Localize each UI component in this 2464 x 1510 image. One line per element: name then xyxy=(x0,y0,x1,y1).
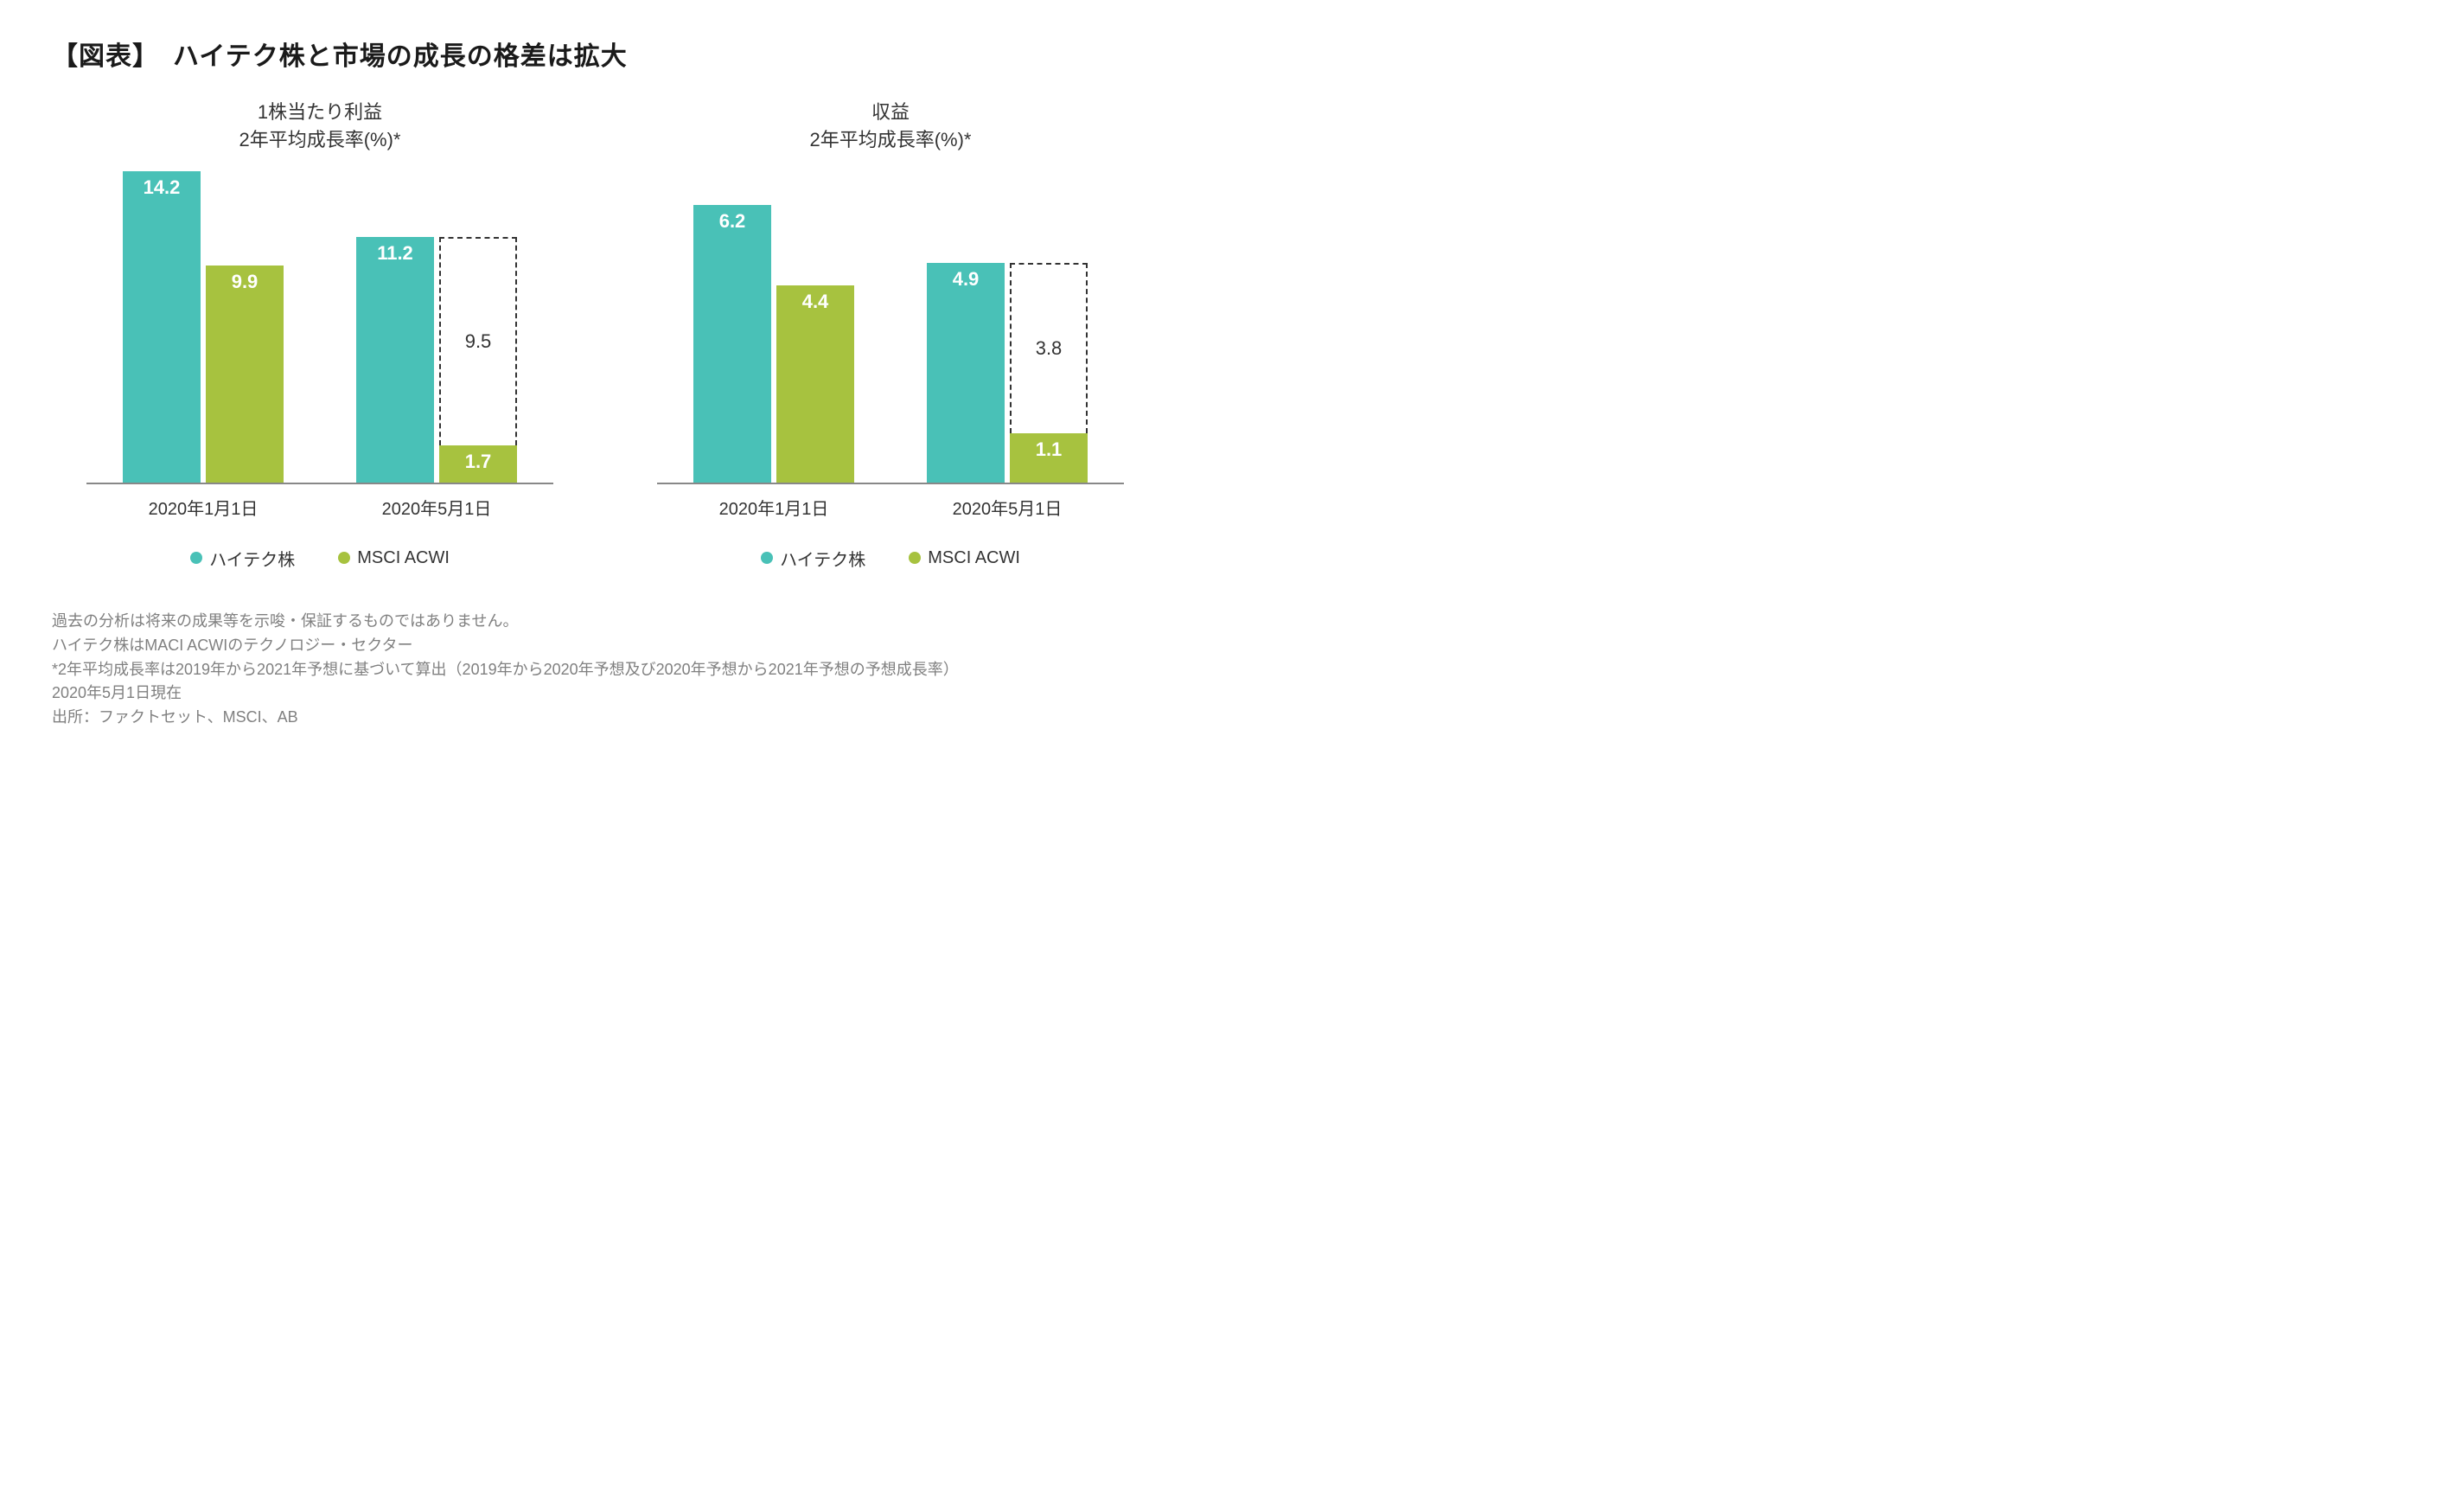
chart-title-l2: 2年平均成長率(%)* xyxy=(809,129,971,150)
gap-indicator: 9.5 xyxy=(439,237,517,445)
chart-panel-1: 収益2年平均成長率(%)*6.24.44.91.13.82020年1月1日202… xyxy=(657,99,1124,571)
bar-tech: 14.2 xyxy=(123,171,201,483)
bar-msci: 1.1 xyxy=(1010,433,1088,483)
legend-label: MSCI ACWI xyxy=(357,548,450,568)
legend: ハイテク株 MSCI ACWI xyxy=(86,546,553,571)
bar-value-label: 4.9 xyxy=(927,268,1005,291)
footnotes: 過去の分析は将来の成果等を示唆・保証するものではありません。ハイテク株はMACI… xyxy=(52,610,2412,730)
bar-value-label: 4.4 xyxy=(776,291,854,313)
bar-value-label: 6.2 xyxy=(693,210,771,233)
gap-value-label: 3.8 xyxy=(1036,337,1063,360)
bar-group-0: 14.2 9.9 xyxy=(123,173,284,483)
bar-group-1: 4.9 1.1 3.8 xyxy=(927,173,1088,483)
bar-tech: 11.2 xyxy=(356,237,434,483)
x-axis-labels: 2020年1月1日 2020年5月1日 xyxy=(657,495,1124,520)
bar-group-1: 11.2 1.7 9.5 xyxy=(356,173,517,483)
footnote-line: *2年平均成長率は2019年から2021年予想に基づいて算出（2019年から20… xyxy=(52,658,2412,682)
bar-msci: 9.9 xyxy=(206,266,284,483)
legend: ハイテク株 MSCI ACWI xyxy=(657,546,1124,571)
footnote-line: 過去の分析は将来の成果等を示唆・保証するものではありません。 xyxy=(52,610,2412,634)
x-axis-label: 2020年5月1日 xyxy=(927,495,1088,520)
bar-value-label: 1.1 xyxy=(1010,438,1088,461)
legend-swatch xyxy=(338,552,350,564)
chart-title-l2: 2年平均成長率(%)* xyxy=(239,129,400,150)
charts-row: 1株当たり利益 2年平均成長率(%)* 14.2 9.9 11.2 1.7 9.5 2020年… xyxy=(52,99,2412,571)
legend-label: ハイテク株 xyxy=(209,546,295,571)
x-axis-label: 2020年1月1日 xyxy=(693,495,854,520)
footnote-line: ハイテク株はMACI ACWIのテクノロジー・セクター xyxy=(52,634,2412,658)
chart-title-l1: 1株当たり利益 xyxy=(258,101,382,123)
bar-value-label: 1.7 xyxy=(439,451,517,473)
chart-title: 1株当たり利益 2年平均成長率(%)* xyxy=(86,99,553,154)
chart-title: 収益 2年平均成長率(%)* xyxy=(657,99,1124,154)
chart-title-l1: 収益 xyxy=(871,101,910,123)
page-title: 【図表】 ハイテク株と市場の成長の格差は拡大 xyxy=(52,35,2412,73)
legend-swatch xyxy=(909,552,921,564)
bar-value-label: 14.2 xyxy=(123,176,201,199)
legend-swatch xyxy=(190,552,202,564)
x-axis-label: 2020年1月1日 xyxy=(123,495,284,520)
bar-value-label: 9.9 xyxy=(206,271,284,293)
legend-label: ハイテク株 xyxy=(780,546,865,571)
footnote-line: 出所：ファクトセット、MSCI、AB xyxy=(52,706,2412,730)
chart-panel-0: 1株当たり利益 2年平均成長率(%)* 14.2 9.9 11.2 1.7 9.5 2020年… xyxy=(86,99,553,571)
bar-msci: 1.7 xyxy=(439,445,517,483)
bar-tech: 4.9 xyxy=(927,263,1005,483)
bar-value-label: 11.2 xyxy=(356,242,434,265)
legend-item-msci: MSCI ACWI xyxy=(909,546,1020,571)
legend-label: MSCI ACWI xyxy=(928,548,1020,568)
legend-item-msci: MSCI ACWI xyxy=(338,546,450,571)
legend-swatch xyxy=(761,552,773,564)
gap-value-label: 9.5 xyxy=(465,330,492,353)
legend-item-tech: ハイテク株 xyxy=(761,546,865,571)
x-axis-label: 2020年5月1日 xyxy=(356,495,517,520)
gap-indicator: 3.8 xyxy=(1010,263,1088,433)
bar-group-0: 6.2 4.4 xyxy=(693,173,854,483)
legend-item-tech: ハイテク株 xyxy=(190,546,295,571)
bar-tech: 6.2 xyxy=(693,205,771,483)
bar-msci: 4.4 xyxy=(776,285,854,483)
x-axis-labels: 2020年1月1日 2020年5月1日 xyxy=(86,495,553,520)
plot-area: 6.2 4.4 4.9 1.1 3.8 xyxy=(657,173,1124,484)
footnote-line: 2020年5月1日現在 xyxy=(52,681,2412,706)
plot-area: 14.2 9.9 11.2 1.7 9.5 xyxy=(86,173,553,484)
